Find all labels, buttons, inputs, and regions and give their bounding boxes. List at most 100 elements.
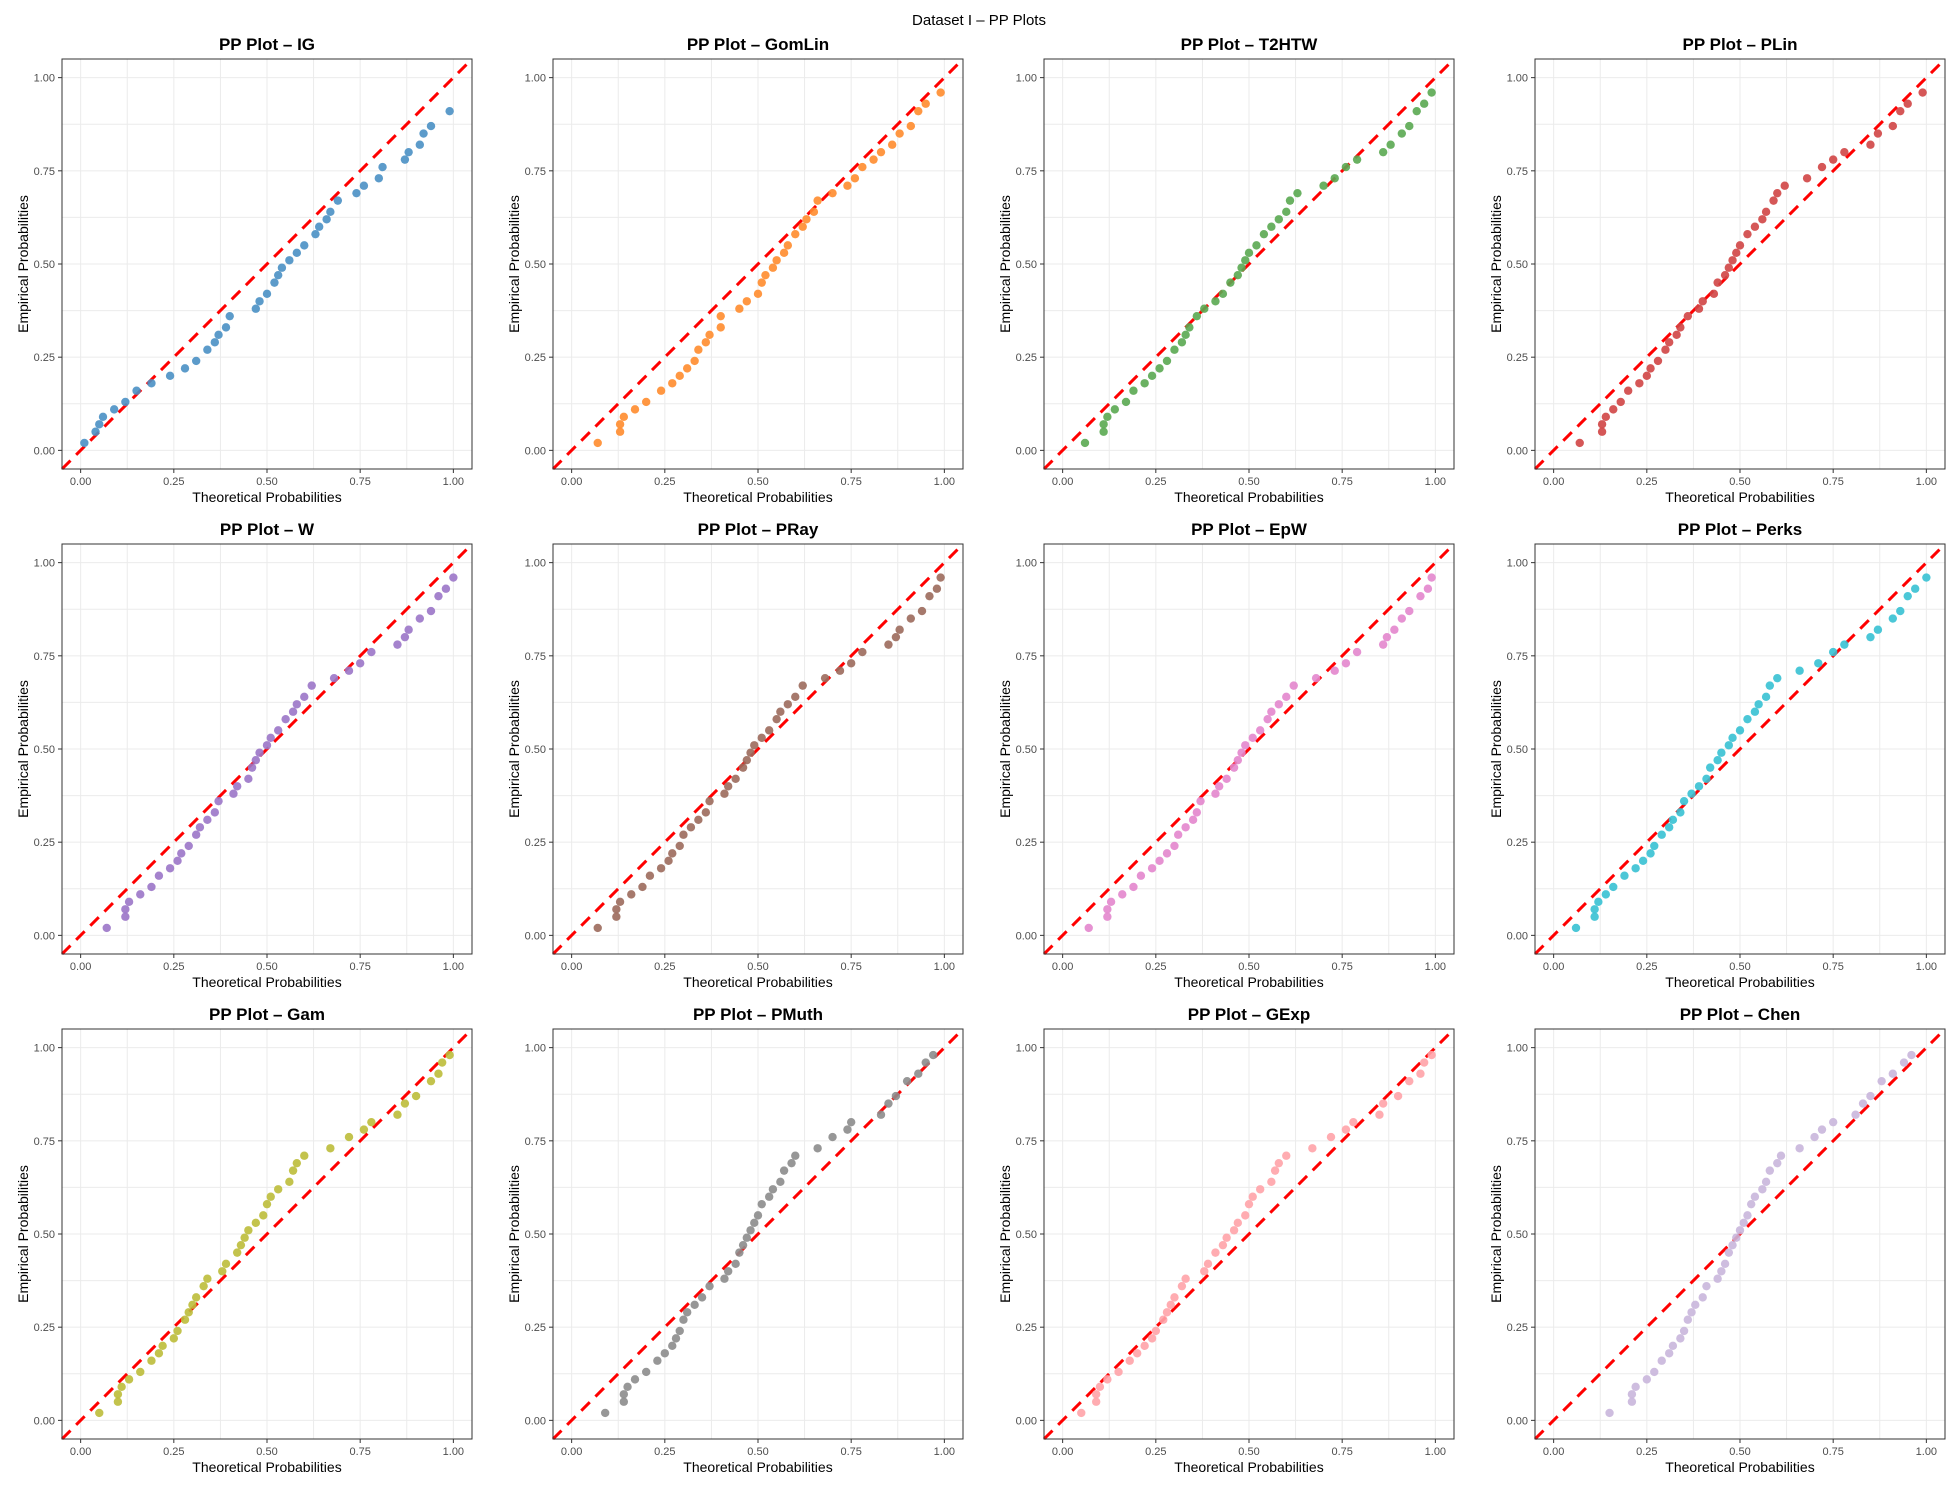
y-tick-label: 0.50	[34, 259, 55, 271]
data-point	[288, 1166, 298, 1175]
x-tick-label: 0.50	[256, 961, 277, 973]
data-point	[1676, 323, 1685, 332]
data-point	[627, 890, 636, 899]
data-point	[191, 1293, 201, 1302]
data-point	[322, 215, 331, 224]
data-point	[787, 1158, 796, 1168]
data-point	[255, 748, 264, 757]
data-point	[701, 338, 711, 347]
data-point	[1110, 405, 1120, 414]
data-point	[1739, 1218, 1748, 1228]
points	[1077, 1050, 1436, 1418]
y-axis-label: Empirical Probabilities	[997, 195, 1013, 333]
panel-title: PP Plot – W	[220, 520, 315, 539]
data-point	[191, 830, 201, 839]
data-point	[247, 763, 257, 772]
data-point	[686, 823, 696, 832]
data-point	[113, 1390, 123, 1399]
data-point	[1423, 584, 1433, 593]
y-tick-label: 0.50	[1016, 1229, 1037, 1241]
data-point	[645, 871, 655, 880]
data-point	[1121, 397, 1131, 407]
pp-plot-panel: 0.00 0.00 0.25 0.25 0.50 0.50 0.75 0.75 1.00 1.00…	[15, 1005, 474, 1475]
data-point	[694, 345, 703, 354]
y-tick-label: 1.00	[1016, 558, 1037, 570]
y-tick-label: 0.50	[34, 744, 55, 756]
data-point	[1672, 330, 1681, 340]
data-point	[1375, 1110, 1384, 1119]
data-point	[1118, 890, 1127, 899]
x-tick-label: 0.00	[1543, 1446, 1564, 1458]
data-point	[869, 155, 878, 164]
data-point	[1873, 625, 1883, 634]
data-point	[921, 1058, 930, 1067]
data-point	[593, 923, 602, 933]
data-point	[1732, 248, 1741, 258]
data-point	[1754, 700, 1763, 709]
data-point	[887, 140, 897, 149]
data-point	[1705, 763, 1715, 772]
data-point	[1877, 1076, 1886, 1086]
x-axis-label: Theoretical Probabilities	[1665, 1459, 1814, 1475]
data-point	[437, 1058, 447, 1067]
data-point	[619, 1390, 629, 1399]
data-point	[1571, 923, 1581, 933]
data-point	[884, 1099, 893, 1108]
data-point	[393, 1110, 402, 1119]
data-point	[906, 121, 916, 131]
data-point	[1218, 1240, 1228, 1250]
y-tick-label: 1.00	[1507, 1043, 1528, 1055]
data-point	[653, 1356, 662, 1365]
data-point	[1735, 726, 1745, 735]
data-point	[1397, 129, 1407, 138]
data-point	[1427, 573, 1436, 582]
x-axis-label: Theoretical Probabilities	[192, 1459, 341, 1475]
data-point	[203, 345, 212, 354]
data-point	[690, 1300, 699, 1310]
data-point	[1248, 733, 1257, 743]
data-point	[1717, 748, 1726, 757]
data-point	[441, 584, 451, 593]
data-point	[1177, 1281, 1187, 1291]
data-point	[928, 1050, 938, 1060]
data-point	[1594, 897, 1603, 907]
y-tick-label: 0.50	[1507, 744, 1528, 756]
pp-plot-panel: 0.00 0.00 0.25 0.25 0.50 0.50 0.75 0.75 1.00 1.00…	[1488, 520, 1947, 990]
data-point	[1918, 88, 1927, 97]
x-tick-label: 0.75	[1822, 476, 1843, 488]
points	[600, 1050, 938, 1418]
data-point	[668, 379, 677, 388]
data-point	[445, 1050, 454, 1060]
data-point	[1616, 397, 1625, 407]
y-tick-label: 0.00	[34, 1415, 55, 1427]
data-point	[374, 174, 384, 183]
data-point	[1713, 1274, 1722, 1283]
data-point	[615, 420, 625, 429]
x-tick-label: 0.50	[1729, 961, 1750, 973]
grid	[1535, 59, 1945, 469]
data-point	[113, 1397, 123, 1406]
y-tick-label: 0.00	[1507, 930, 1528, 942]
data-point	[1903, 591, 1912, 601]
x-tick-label: 0.75	[349, 1446, 370, 1458]
grid	[1044, 544, 1454, 954]
x-tick-label: 1.00	[1425, 961, 1446, 973]
reference-line	[1042, 57, 1456, 471]
data-point	[1378, 147, 1388, 157]
data-point	[798, 681, 807, 690]
x-tick-label: 0.50	[747, 961, 768, 973]
data-point	[400, 1099, 410, 1108]
data-point	[1140, 379, 1149, 388]
y-tick-label: 0.50	[1016, 259, 1037, 271]
data-point	[828, 188, 837, 198]
data-point	[1795, 1144, 1804, 1153]
data-point	[359, 181, 369, 190]
y-tick-label: 0.25	[1507, 837, 1528, 849]
data-point	[1162, 1308, 1172, 1317]
data-point	[415, 140, 425, 149]
data-point	[1166, 1300, 1175, 1310]
data-point	[813, 196, 822, 205]
data-point	[1255, 726, 1265, 735]
data-point	[426, 1076, 436, 1086]
y-tick-label: 0.25	[1507, 1322, 1528, 1334]
